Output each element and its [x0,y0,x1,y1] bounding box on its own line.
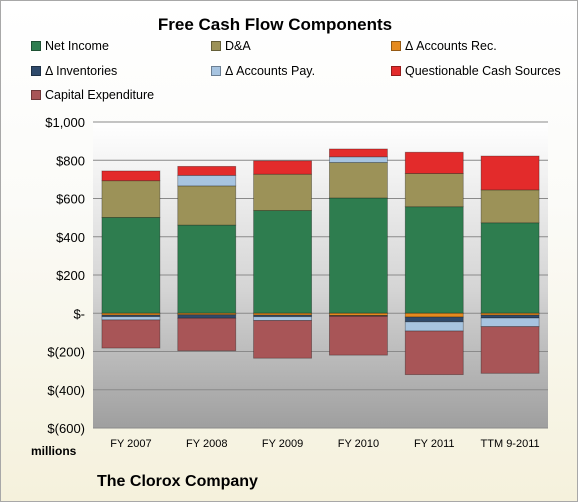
bar-net-income [177,224,237,314]
bar-d-a [101,180,161,218]
legend-label-accounts-pay: Δ Accounts Pay. [225,64,316,78]
bar-accounts-pay [101,316,161,321]
bar-accounts-pay [177,174,237,187]
bar-net-income [329,197,388,314]
bar-questionable-cash-sources [253,160,312,175]
y-tick-label: $(200) [47,345,85,360]
legend-label-net-income: Net Income [45,39,109,53]
bar-d-a [404,173,464,208]
bar-net-income [253,210,312,314]
x-axis-ticks: FY 2007 FY 2008 FY 2009 FY 2010 FY 2011 TTM 9… [110,438,539,450]
bar-d-a [177,185,237,226]
bar-capital-expenditure [101,319,161,349]
legend-label-capex: Capital Expenditure [45,88,155,102]
legend-label-inventories: Δ Inventories [45,64,118,78]
y-tick-label: $(600) [47,421,85,436]
bar-inventories [177,314,237,319]
y-axis-ticks: $1,000 $800 $600 $400 $200 $- $(200) $(400) $(60… [45,115,85,436]
legend-item-accounts-pay: Δ Accounts Pay. [211,64,315,78]
y-tick-label: $1,000 [45,115,85,130]
x-tick-label: FY 2010 [338,438,379,450]
bar-accounts-pay [329,156,388,163]
legend-label-da: D&A [225,39,251,53]
bar-questionable-cash-sources [329,148,388,158]
legend-item-net-income: Net Income [31,39,109,53]
bar-d-a [329,162,388,199]
legend-item-capex: Capital Expenditure [31,88,154,102]
legend-item-da: D&A [211,39,251,53]
bar-questionable-cash-sources [101,170,161,182]
legend-label-questionable: Questionable Cash Sources [405,64,561,78]
bar-capital-expenditure [404,330,464,376]
bar-net-income [480,222,540,314]
legend-label-accounts-rec: Δ Accounts Rec. [405,39,497,53]
legend-swatch-inventories [31,66,41,76]
chart-title: Free Cash Flow Components [157,15,393,34]
company-name: The Clorox Company [97,473,258,490]
units-label: millions [31,444,77,458]
legend-swatch-capex [31,90,41,100]
bars [101,148,540,376]
y-tick-label: $600 [56,192,85,207]
bar-accounts-rec [404,312,464,318]
x-tick-label: FY 2011 [414,438,455,450]
y-tick-label: $- [73,306,85,321]
bar-capital-expenditure [480,326,540,374]
legend-item-inventories: Δ Inventories [31,64,117,78]
legend-swatch-questionable [391,66,401,76]
grid-lines [93,121,548,429]
bar-capital-expenditure [329,315,388,356]
bar-accounts-pay [404,321,464,332]
bar-inventories [480,314,540,319]
bar-d-a [253,173,312,211]
bar-net-income [404,206,464,314]
legend-swatch-accounts-rec [391,41,401,51]
bar-questionable-cash-sources [404,151,464,174]
bar-accounts-pay [253,316,312,321]
legend-swatch-accounts-pay [211,66,221,76]
legend-swatch-da [211,41,221,51]
y-tick-label: $200 [56,268,85,283]
bar-capital-expenditure [177,317,237,352]
bar-d-a [480,189,540,224]
legend-swatch-net-income [31,41,41,51]
bar-inventories [404,316,464,323]
x-tick-label: TTM 9-2011 [481,438,540,450]
x-tick-label: FY 2008 [186,438,227,450]
bar-accounts-pay [480,317,540,328]
y-tick-label: $(400) [47,383,85,398]
legend-item-accounts-rec: Δ Accounts Rec. [391,39,497,53]
legend-item-questionable: Questionable Cash Sources [391,64,561,78]
y-tick-label: $800 [56,153,85,168]
y-tick-label: $400 [56,230,85,245]
x-tick-label: FY 2009 [262,438,303,450]
bar-capital-expenditure [253,320,312,359]
x-tick-label: FY 2007 [110,438,151,450]
bar-net-income [101,217,161,314]
bar-questionable-cash-sources [177,165,237,176]
bar-questionable-cash-sources [480,155,540,191]
